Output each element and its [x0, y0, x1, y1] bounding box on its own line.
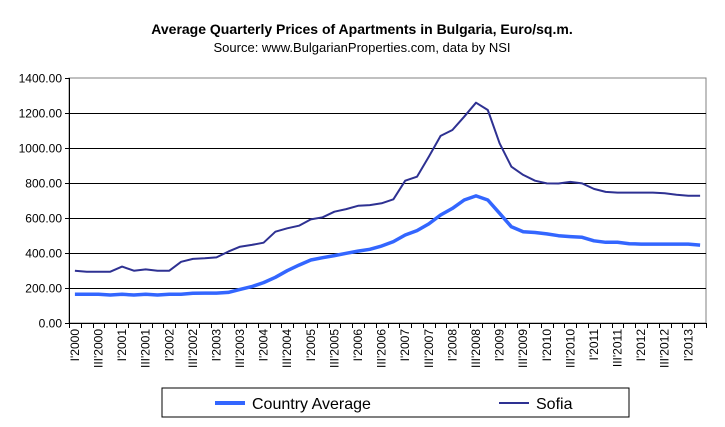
x-tick-label: I'2004 [257, 329, 271, 362]
x-tick-label: I'2010 [540, 329, 554, 362]
x-tick-label: III'2001 [139, 329, 153, 368]
x-tick-label: I'2009 [493, 329, 507, 362]
y-tick-label: 800.00 [25, 177, 62, 191]
x-tick-label: III'2005 [327, 329, 341, 368]
x-tick-label: I'2008 [445, 329, 459, 362]
x-tick-label: III'2000 [91, 329, 105, 368]
x-tick-label: III'2004 [280, 329, 294, 368]
x-tick-label: III'2003 [233, 329, 247, 368]
x-tick-label: I'2001 [115, 329, 129, 362]
x-tick-label: III'2006 [375, 329, 389, 368]
x-tick-label: I'2000 [68, 329, 82, 362]
x-tick-label: I'2007 [398, 329, 412, 362]
x-tick-label: I'2005 [304, 329, 318, 362]
x-tick-label: I'2002 [162, 329, 176, 362]
y-tick-label: 600.00 [25, 212, 62, 226]
series-line-sofia [74, 101, 701, 273]
x-tick-label: III'2009 [516, 329, 530, 368]
x-tick-label: III'2008 [469, 329, 483, 368]
x-tick-label: I'2013 [681, 329, 695, 362]
legend-label-country-average: Country Average [252, 396, 371, 413]
y-tick-label: 200.00 [25, 282, 62, 296]
y-tick-label: 1400.00 [19, 72, 63, 86]
series-line-country-average [74, 194, 701, 297]
y-tick-label: 400.00 [25, 247, 62, 261]
x-tick-label: III'2010 [563, 329, 577, 368]
y-tick-label: 1200.00 [19, 107, 63, 121]
y-tick-label: 1000.00 [19, 142, 63, 156]
chart-title: Average Quarterly Prices of Apartments i… [151, 21, 572, 37]
x-tick-label: I'2012 [634, 329, 648, 362]
x-tick-label: III'2002 [186, 329, 200, 368]
x-tick-label: III'2007 [422, 329, 436, 368]
legend: Country Average Sofia [161, 387, 630, 418]
x-tick-label: III'2011 [611, 329, 625, 367]
legend-label-sofia: Sofia [536, 396, 573, 413]
x-tick-label: I'2003 [209, 329, 223, 362]
x-tick-label: I'2011 [587, 329, 601, 361]
x-tick-label: I'2006 [351, 329, 365, 362]
x-tick-label: III'2012 [658, 329, 672, 368]
y-tick-label: 0.00 [39, 317, 63, 331]
chart-subtitle: Source: www.BulgarianProperties.com, dat… [214, 40, 511, 55]
